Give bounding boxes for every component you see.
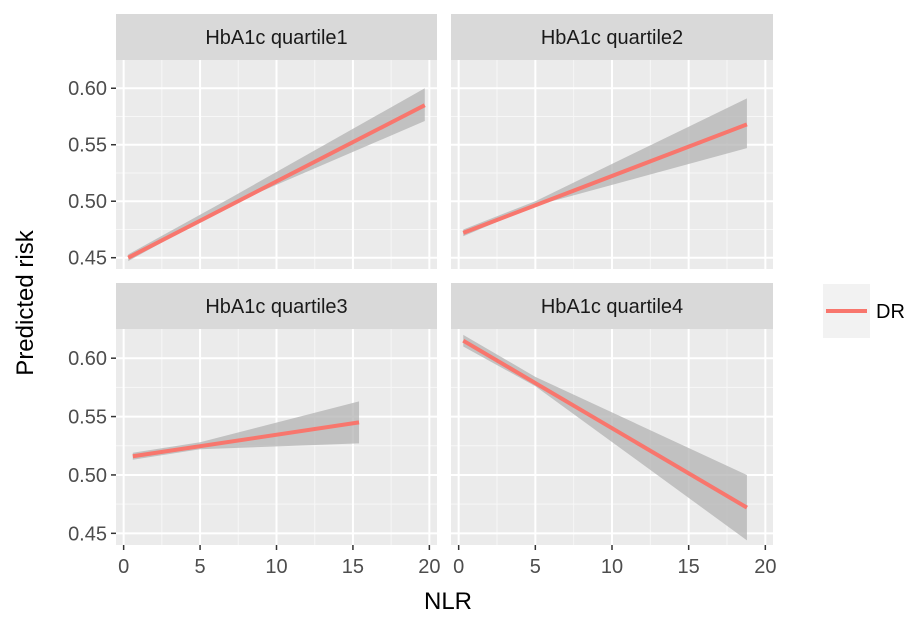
facet-strip-label: HbA1c quartile1	[205, 27, 347, 49]
facet-strip	[451, 283, 773, 329]
facet-strip	[116, 283, 437, 329]
y-tick-label: 0.55	[68, 135, 107, 157]
facet-panels: HbA1c quartile1 HbA1c quartile2 HbA1c quar…	[116, 14, 773, 545]
y-axis-bottom: 0.45 0.50 0.55 0.60	[68, 348, 116, 545]
x-tick-label: 5	[530, 556, 541, 578]
x-tick-label: 0	[118, 556, 129, 578]
legend: DR	[823, 284, 905, 338]
y-tick-label: 0.60	[68, 78, 107, 100]
facet-strip	[451, 14, 773, 60]
x-axis-left: 0 5 10 15 20	[118, 545, 440, 578]
confidence-band	[132, 401, 360, 460]
y-tick-label: 0.45	[68, 248, 107, 270]
x-tick-label: 15	[342, 556, 364, 578]
facet-strip-label: HbA1c quartile4	[541, 296, 683, 318]
facet-panel: HbA1c quartile3	[116, 283, 437, 545]
facet-panel: HbA1c quartile1	[116, 14, 437, 269]
series-line-dr	[132, 420, 360, 459]
series-line-dr	[127, 103, 426, 260]
y-axis-title: Predicted risk	[12, 229, 39, 375]
facet-strip-label: HbA1c quartile2	[541, 27, 683, 49]
y-tick-label: 0.50	[68, 465, 107, 487]
y-tick-label: 0.45	[68, 523, 107, 545]
series-line-dr	[462, 338, 748, 510]
y-axis-top: 0.45 0.50 0.55 0.60	[68, 78, 116, 270]
x-tick-label: 20	[754, 556, 776, 578]
x-tick-label: 5	[195, 556, 206, 578]
facet-strip	[116, 14, 437, 60]
x-tick-label: 10	[265, 556, 287, 578]
series-line-dr	[462, 122, 748, 235]
x-tick-label: 15	[678, 556, 700, 578]
facet-panel: HbA1c quartile4	[451, 283, 773, 545]
y-tick-label: 0.50	[68, 191, 107, 213]
y-tick-label: 0.60	[68, 348, 107, 370]
x-tick-label: 0	[453, 556, 464, 578]
x-tick-label: 20	[418, 556, 440, 578]
facet-panel: HbA1c quartile2	[451, 14, 773, 269]
confidence-band	[463, 98, 747, 237]
legend-label-dr: DR	[876, 301, 905, 323]
x-tick-label: 10	[601, 556, 623, 578]
x-axis-right: 0 5 10 15 20	[453, 545, 776, 578]
x-axis-title: NLR	[424, 588, 472, 615]
facet-strip-label: HbA1c quartile3	[205, 296, 347, 318]
y-tick-label: 0.55	[68, 407, 107, 429]
